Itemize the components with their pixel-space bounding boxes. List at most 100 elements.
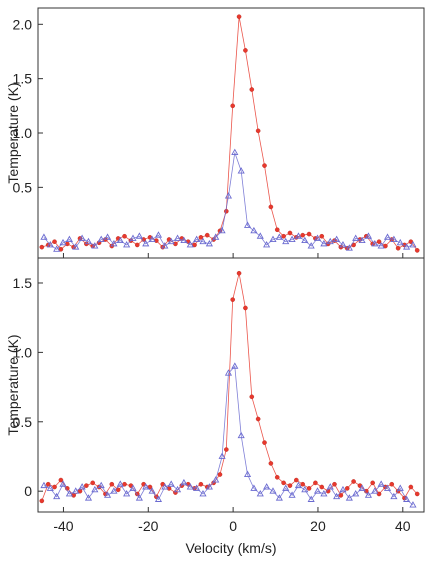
bottom-blue-point <box>390 492 398 500</box>
top-blue-point <box>294 232 303 239</box>
bottom-blue-point <box>129 484 137 491</box>
top-blue-point <box>59 238 67 246</box>
bottom-blue-point <box>40 481 48 489</box>
top-blue-point <box>148 235 156 242</box>
top-blue-point <box>53 245 61 252</box>
top-red-point <box>236 14 242 19</box>
top-blue-point <box>167 237 175 245</box>
top-blue-point <box>84 237 93 245</box>
top-red-point <box>134 242 140 248</box>
bottom-blue-point <box>307 495 315 502</box>
top-y-axis-label: Temperature (K) <box>5 82 21 183</box>
top-red-point <box>243 48 248 53</box>
bottom-blue-point <box>186 483 194 490</box>
bottom-blue-point <box>294 481 303 489</box>
top-blue-point <box>142 239 150 247</box>
bottom-blue-point <box>403 495 411 502</box>
bottom-blue-point <box>326 483 334 490</box>
top-blue-point <box>72 243 80 250</box>
bottom-blue-point <box>250 484 258 491</box>
bottom-blue-point <box>103 491 112 498</box>
bottom-blue-point <box>263 483 271 490</box>
top-blue-point <box>243 221 252 228</box>
bottom-blue-point <box>352 490 360 497</box>
bottom-blue-point <box>320 490 328 497</box>
bottom-blue-point <box>53 492 61 500</box>
bottom-blue-point <box>313 487 322 494</box>
bottom-blue-point <box>180 478 188 486</box>
bottom-red-point <box>351 479 356 484</box>
bottom-blue-point <box>135 494 143 501</box>
top-blue-point <box>377 242 385 249</box>
bottom-blue-point <box>275 494 283 501</box>
bottom-red-point <box>115 487 121 493</box>
top-red-point <box>287 230 293 236</box>
top-red-point <box>198 235 204 240</box>
top-blue-point <box>282 237 290 245</box>
top-blue-point <box>409 241 417 248</box>
top-blue-point <box>307 242 315 249</box>
bottom-red-point <box>389 481 395 487</box>
bottom-red-point <box>294 477 299 483</box>
bottom-blue-point <box>345 494 353 501</box>
top-blue-point <box>40 233 48 240</box>
top-blue-point <box>199 237 207 245</box>
bottom-red-point <box>306 486 312 491</box>
bottom-y-tick-label: 1.0 <box>13 344 33 360</box>
top-blue-point <box>301 236 309 244</box>
bottom-blue-point <box>97 481 105 489</box>
bottom-blue-point <box>142 483 150 490</box>
bottom-blue-point <box>288 491 296 498</box>
bottom-x-tick-label: -20 <box>138 518 158 534</box>
bottom-red-point <box>414 491 420 497</box>
top-blue-point <box>403 243 411 250</box>
top-blue-point <box>269 235 277 242</box>
bottom-red-point <box>109 481 115 487</box>
bottom-blue-point <box>161 483 169 490</box>
top-blue-point <box>383 233 392 240</box>
top-y-tick-label: 2.0 <box>13 16 33 32</box>
top-blue-point <box>231 148 239 156</box>
top-blue-point <box>250 226 258 234</box>
bottom-blue-point <box>333 492 341 500</box>
bottom-blue-point <box>167 480 175 487</box>
top-red-point <box>395 245 401 251</box>
top-blue-point <box>91 242 99 249</box>
bottom-red-point <box>224 447 229 452</box>
top-blue-point <box>205 239 213 247</box>
bottom-red-point <box>287 483 293 488</box>
top-blue-point <box>352 234 360 241</box>
bottom-red-point <box>243 305 248 311</box>
bottom-blue-point <box>173 485 182 493</box>
top-red-point <box>52 239 57 244</box>
top-blue-point <box>97 235 105 242</box>
top-y-tick-label: 1.0 <box>13 125 33 141</box>
top-blue-point <box>161 242 169 249</box>
bottom-y-tick-label: 0.5 <box>13 414 33 430</box>
bottom-blue-point <box>243 470 252 477</box>
bottom-red-point <box>255 416 261 422</box>
bottom-blue-point <box>358 484 366 491</box>
bottom-y-tick-label: 0 <box>24 483 32 499</box>
bottom-red-point <box>58 477 64 483</box>
bottom-red-point <box>313 480 318 486</box>
top-red-point <box>319 233 325 239</box>
bottom-blue-point <box>237 431 245 439</box>
bottom-red-point <box>217 472 223 477</box>
top-red-point <box>249 87 255 92</box>
bottom-blue-point <box>91 485 99 493</box>
bottom-blue-point <box>193 484 201 491</box>
bottom-blue-series-line <box>43 365 414 506</box>
top-blue-point <box>288 235 296 242</box>
bottom-x-axis-label: Velocity (km/s) <box>185 540 276 556</box>
bottom-blue-point <box>199 490 207 497</box>
bottom-blue-point <box>224 369 233 376</box>
top-blue-point <box>135 232 143 239</box>
bottom-blue-point <box>205 483 213 490</box>
bottom-blue-point <box>148 487 156 494</box>
bottom-red-point <box>376 491 382 497</box>
top-red-point <box>376 239 382 244</box>
top-red-point <box>281 233 286 239</box>
top-blue-point <box>154 231 163 238</box>
